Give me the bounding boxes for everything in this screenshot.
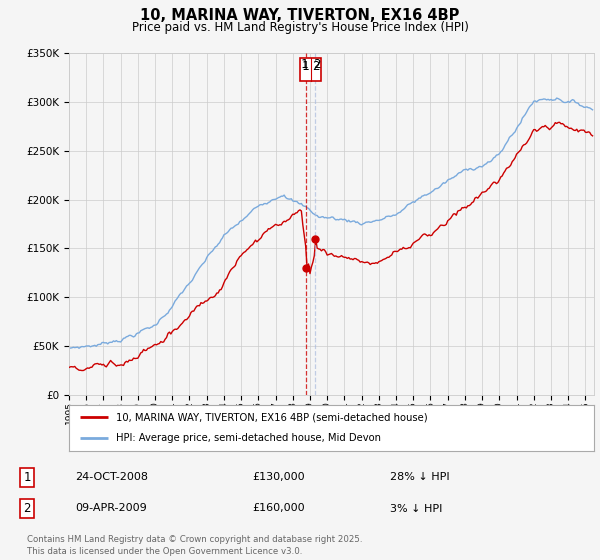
Bar (301, 58, 321, 81)
Text: 2: 2 (313, 58, 320, 71)
Text: £160,000: £160,000 (252, 503, 305, 514)
Text: HPI: Average price, semi-detached house, Mid Devon: HPI: Average price, semi-detached house,… (116, 433, 381, 444)
Text: 28% ↓ HPI: 28% ↓ HPI (390, 472, 449, 482)
Text: 1: 1 (302, 60, 309, 73)
Text: 1: 1 (301, 58, 308, 71)
Text: 10, MARINA WAY, TIVERTON, EX16 4BP (semi-detached house): 10, MARINA WAY, TIVERTON, EX16 4BP (semi… (116, 412, 428, 422)
Text: 09-APR-2009: 09-APR-2009 (75, 503, 147, 514)
Text: 2: 2 (312, 60, 320, 73)
Text: £130,000: £130,000 (252, 472, 305, 482)
Text: 2: 2 (23, 502, 31, 515)
Text: 10, MARINA WAY, TIVERTON, EX16 4BP: 10, MARINA WAY, TIVERTON, EX16 4BP (140, 8, 460, 24)
Text: Price paid vs. HM Land Registry's House Price Index (HPI): Price paid vs. HM Land Registry's House … (131, 21, 469, 34)
Text: Contains HM Land Registry data © Crown copyright and database right 2025.
This d: Contains HM Land Registry data © Crown c… (27, 535, 362, 556)
Text: 24-OCT-2008: 24-OCT-2008 (75, 472, 148, 482)
Text: 1: 1 (23, 470, 31, 484)
Text: 3% ↓ HPI: 3% ↓ HPI (390, 503, 442, 514)
